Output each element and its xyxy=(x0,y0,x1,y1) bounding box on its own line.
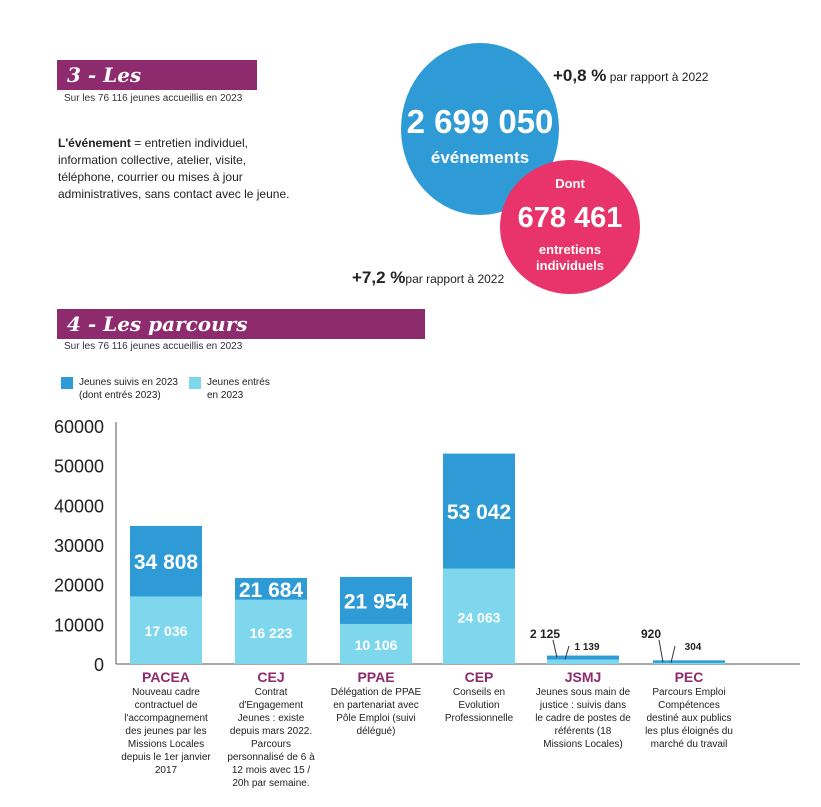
y-tick-label: 10000 xyxy=(54,615,104,635)
event-definition-text: = entretien individuel, information coll… xyxy=(58,136,290,201)
category-description: Conseils en Evolution Professionnelle xyxy=(444,687,514,724)
legend-entered-swatch xyxy=(189,377,201,389)
legend-entered-line2: en 2023 xyxy=(207,390,244,401)
label-entered-cej: 16 223 xyxy=(250,625,293,641)
y-tick-label: 60000 xyxy=(54,417,104,437)
y-tick-label: 40000 xyxy=(54,496,104,516)
legend-followed-line2: (dont entrés 2023) xyxy=(79,390,161,401)
label-followed-cep: 53 042 xyxy=(447,501,511,524)
label-entered-cep: 24 063 xyxy=(458,609,501,625)
bar-entered-jsmj xyxy=(547,659,619,664)
category-pacea: PACEA Nouveau cadre contractuel de l'acco… xyxy=(118,668,214,777)
bar-chart: 60000 50000 40000 30000 20000 10000 0 34 808 17 … xyxy=(54,417,800,675)
events-circle: 2 699 050 événements xyxy=(401,43,559,215)
category-code: JSMJ xyxy=(564,669,602,685)
y-tick-label: 20000 xyxy=(54,576,104,596)
category-description: Nouveau cadre contractuel de l'accompagn… xyxy=(121,687,211,776)
category-cep: CEP Conseils en Evolution Professionnelle xyxy=(431,668,527,725)
interviews-dont: Dont xyxy=(555,176,585,191)
section4-subtitle: Sur les 76 116 jeunes accueillis en 2023 xyxy=(64,341,243,352)
label-followed-ppae: 21 954 xyxy=(344,590,409,613)
category-code: PPAE xyxy=(357,669,395,685)
bar-entered-cep xyxy=(443,568,515,664)
category-description: Contrat d'Engagement Jeunes : existe dep… xyxy=(227,687,315,789)
label-entered-pacea: 17 036 xyxy=(145,623,188,639)
section3-title: 3 - Les événements xyxy=(57,60,257,117)
bar-entered-pec xyxy=(653,662,725,664)
label-entered-pec: 304 xyxy=(685,642,702,653)
leader-followed-jsmj xyxy=(552,639,558,658)
label-entered-ppae: 10 106 xyxy=(355,637,398,653)
label-followed-pec: 920 xyxy=(641,627,661,641)
category-ppae: PPAE Délégation de PPAE en partenariat av… xyxy=(328,668,424,738)
legend-followed-line1: Jeunes suivis en 2023 xyxy=(79,377,178,388)
interviews-label-1: entretiens xyxy=(538,242,602,257)
section3-subtitle: Sur les 76 116 jeunes accueillis en 2023 xyxy=(64,93,243,104)
y-tick-label: 30000 xyxy=(54,536,104,556)
category-code: CEJ xyxy=(257,669,285,685)
events-change-value: +0,8 % xyxy=(553,66,607,85)
category-description: Jeunes sous main de justice : suivis dan… xyxy=(535,687,631,750)
legend-followed-swatch xyxy=(61,377,73,389)
category-code: PACEA xyxy=(142,669,190,685)
interviews-change-note: par rapport à 2022 xyxy=(405,272,505,286)
label-followed-pacea: 34 808 xyxy=(134,551,199,574)
bar-followed-pec xyxy=(653,660,725,664)
event-definition: L'événement = entretien individuel, info… xyxy=(58,135,303,203)
category-pec: PEC Parcours Emploi Compétences destiné a… xyxy=(641,668,737,751)
y-tick-label: 0 xyxy=(94,655,104,675)
category-code: CEP xyxy=(464,669,494,685)
category-cej: CEJ Contrat d'Engagement Jeunes : existe … xyxy=(223,668,319,790)
bar-entered-ppae xyxy=(340,623,412,664)
label-followed-cej: 21 684 xyxy=(239,579,304,602)
label-followed-jsmj: 2 125 xyxy=(530,627,560,641)
bar-entered-pacea xyxy=(130,596,202,664)
interviews-total: 678 461 xyxy=(517,202,623,234)
category-description: Délégation de PPAE en partenariat avec P… xyxy=(330,687,422,737)
leader-entered-jsmj xyxy=(564,645,570,660)
interviews-label-2: individuels xyxy=(536,258,604,273)
legend-followed: Jeunes suivis en 2023 (dont entrés 2023) xyxy=(61,376,178,402)
events-change: +0,8 % par rapport à 2022 xyxy=(553,66,708,86)
legend-entered-line1: Jeunes entrés xyxy=(207,377,270,388)
leader-followed-pec xyxy=(658,639,664,663)
leader-entered-pec xyxy=(670,645,676,663)
interviews-change: +7,2 %par rapport à 2022 xyxy=(352,268,504,288)
events-label: événements xyxy=(430,148,530,167)
events-total: 2 699 050 xyxy=(406,103,554,140)
category-description: Parcours Emploi Compétences destiné aux … xyxy=(645,687,733,750)
category-code: PEC xyxy=(674,669,704,685)
interviews-circle: Dont 678 461 entretiens individuels xyxy=(500,160,640,294)
bar-entered-cej xyxy=(235,599,307,664)
events-change-note: par rapport à 2022 xyxy=(606,70,709,84)
y-tick-label: 50000 xyxy=(54,457,104,477)
label-entered-jsmj: 1 139 xyxy=(574,642,599,653)
section4-title: 4 - Les parcours d'accompagnement xyxy=(57,309,425,366)
interviews-change-value: +7,2 % xyxy=(352,268,406,287)
event-definition-term: L'événement xyxy=(58,136,131,150)
category-jsmj: JSMJ Jeunes sous main de justice : suivis… xyxy=(535,668,631,751)
legend-entered: Jeunes entrés en 2023 xyxy=(189,376,270,402)
